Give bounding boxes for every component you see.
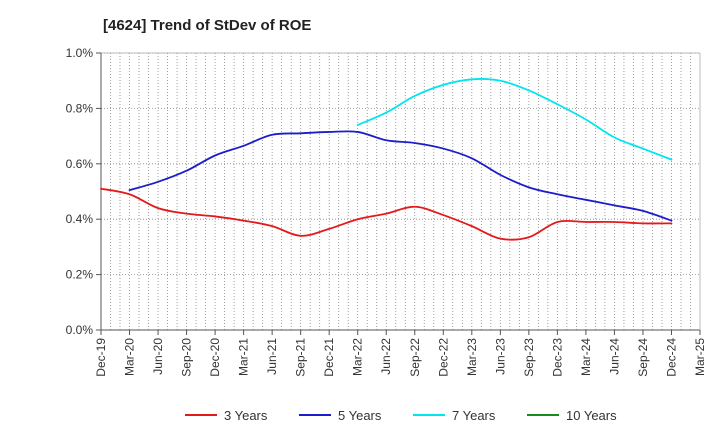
x-tick-label: Mar-21	[237, 338, 251, 376]
x-tick-label: Jun-24	[607, 338, 621, 375]
x-tick-label: Mar-20	[123, 338, 137, 376]
series-layer	[100, 78, 673, 241]
x-tick-label: Sep-21	[294, 338, 308, 377]
x-tick-label: Jun-23	[493, 338, 507, 375]
x-tick-label: Mar-23	[465, 338, 479, 376]
plot-area	[101, 53, 700, 330]
x-tick-label: Dec-21	[322, 338, 336, 377]
x-tick-label: Sep-24	[636, 338, 650, 377]
series-line-3-years	[100, 187, 673, 241]
chart-title: [4624] Trend of StDev of ROE	[103, 17, 311, 34]
y-tick-label: 0.0%	[66, 323, 94, 337]
x-tick-label: Jun-21	[265, 338, 279, 375]
x-tick-label: Dec-24	[664, 338, 678, 377]
y-tick-label: 1.0%	[66, 46, 94, 60]
x-tick-label: Sep-20	[180, 338, 194, 377]
legend-label-10-years: 10 Years	[566, 408, 617, 423]
legend: 3 Years 5 Years 7 Years 10 Years	[185, 408, 617, 423]
legend-label-7-years: 7 Years	[452, 408, 496, 423]
x-tick-label: Mar-22	[351, 338, 365, 376]
x-tick-label: Jun-20	[151, 338, 165, 375]
y-tick-label: 0.4%	[66, 212, 94, 226]
series-line-5-years	[128, 130, 673, 222]
x-tick-label: Mar-25	[693, 338, 707, 376]
y-tick-label: 0.2%	[66, 268, 94, 282]
grid-layer	[101, 52, 700, 330]
y-tick-label: 0.6%	[66, 157, 94, 171]
x-tick-label: Dec-22	[436, 338, 450, 377]
x-tick-label: Sep-23	[522, 338, 536, 377]
x-tick-label: Dec-23	[550, 338, 564, 377]
x-tick-label: Mar-24	[579, 338, 593, 376]
x-tick-label: Jun-22	[379, 338, 393, 375]
legend-label-5-years: 5 Years	[338, 408, 382, 423]
legend-label-3-years: 3 Years	[224, 408, 268, 423]
y-tick-label: 0.8%	[66, 101, 94, 115]
x-tick-label: Dec-20	[208, 338, 222, 377]
x-tick-label: Dec-19	[94, 338, 108, 377]
series-line-7-years	[356, 78, 673, 161]
axis-layer: 0.0% 0.2% 0.4% 0.6% 0.8% 1.0% Dec-19 Mar-20 Jun-…	[66, 46, 707, 377]
x-tick-label: Sep-22	[408, 338, 422, 377]
